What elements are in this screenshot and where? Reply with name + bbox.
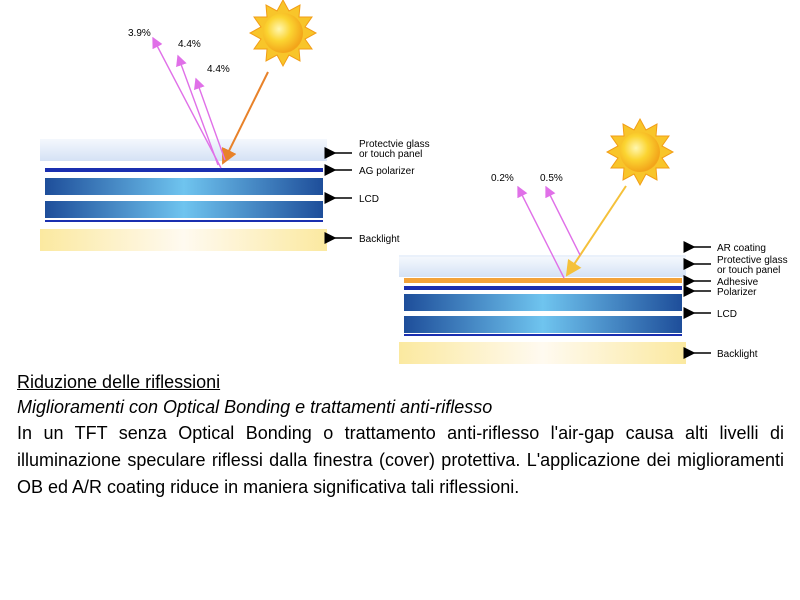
right-protective-glass [399,257,686,277]
right-label-lcd: LCD [717,309,737,320]
left-lcd-line [45,220,323,222]
right-label-glass-1: Protective glass [717,255,788,266]
left-label-glass-1: Protectvie glass [359,139,430,150]
right-label-glass-2: or touch panel [717,265,780,276]
left-reflected-ray-3 [194,77,226,161]
left-sun-icon [248,0,318,68]
section-heading: Riduzione delle riflessioni [17,372,221,392]
right-label-ar-coating: AR coating [717,243,766,254]
left-reflection-1: 3.9% [128,28,151,39]
left-stack [40,139,327,251]
left-rays [152,36,269,169]
left-lcd-top [45,178,323,195]
section-subheading: Miglioramenti con Optical Bonding e trat… [17,397,493,417]
left-label-backlight: Backlight [359,234,400,245]
left-labels: Protectvie glass or touch panel AG polar… [324,139,430,245]
right-backlight [399,342,686,364]
right-incident-ray [565,185,627,277]
left-label-ag-polarizer: AG polarizer [359,166,415,177]
left-incident-ray [222,71,269,165]
right-lcd-bottom [404,316,682,333]
left-protective-glass [40,139,327,161]
right-lcd-line [404,334,682,336]
left-label-lcd: LCD [359,194,379,205]
left-label-glass-2: or touch panel [359,149,422,160]
reflection-diagram: 3.9% 4.4% 4.4% Protectvie glass or touch… [40,0,788,364]
right-label-adhesive: Adhesive [717,277,759,288]
right-reflection-1: 0.2% [491,173,514,184]
right-label-backlight: Backlight [717,349,758,360]
left-backlight [40,229,327,251]
left-reflected-ray-1 [152,36,222,169]
right-lcd-top [404,294,682,311]
right-rays [517,185,627,279]
right-reflected-ray-2 [545,185,581,256]
right-stack [399,255,686,364]
left-reflected-ray-2 [176,54,219,166]
right-reflected-ray-1 [517,185,565,279]
right-sun-icon [605,117,675,187]
right-reflection-2: 0.5% [540,173,563,184]
left-reflection-2: 4.4% [178,39,201,50]
left-ag-polarizer [45,168,323,172]
left-reflection-3: 4.4% [207,64,230,75]
right-adhesive [404,278,682,283]
description-block: Riduzione delle riflessioni Migliorament… [17,370,784,501]
right-polarizer [404,286,682,290]
right-labels: AR coating Protective glass or touch pan… [683,241,788,360]
left-lcd-bottom [45,201,323,218]
description-paragraph: In un TFT senza Optical Bonding o tratta… [17,423,784,497]
right-label-polarizer: Polarizer [717,287,757,298]
right-ar-coating [399,255,686,258]
